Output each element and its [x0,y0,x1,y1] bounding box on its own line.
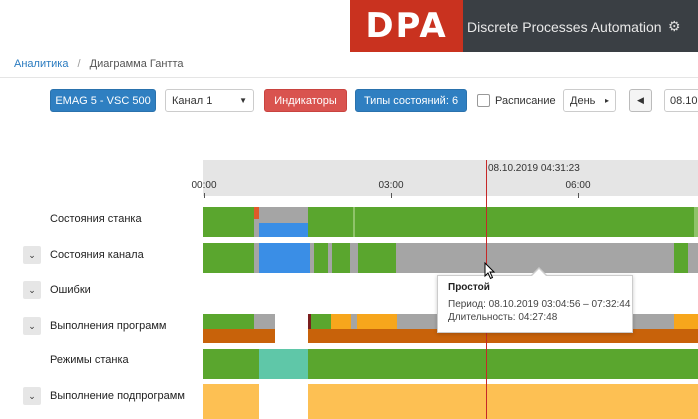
chevron-down-icon: ⌄ [28,320,36,331]
date-input[interactable]: 08.10. [664,89,698,112]
chevron-down-icon: ⌄ [28,390,36,401]
gantt-segment[interactable] [308,314,311,329]
top-bar: DPA Discrete Processes Automation ⚙ [0,0,698,52]
brand-area: DPA Discrete Processes Automation ⚙ [350,0,698,52]
row-label-program-execution: Выполнения программ [50,320,167,332]
brand-title: Discrete Processes Automation [467,19,662,35]
gantt-segment[interactable] [674,314,698,329]
row-label-subprogram-execution: Выполнение подпрограмм [50,390,185,402]
gantt-segment[interactable] [311,314,331,329]
gantt-segment[interactable] [314,243,328,273]
chevron-down-icon: ⌄ [28,249,36,260]
gantt-segment[interactable] [254,314,275,329]
gantt-segment[interactable] [328,243,332,273]
period-select[interactable]: День ▸ [563,89,616,112]
gantt-segment[interactable] [358,243,396,273]
tooltip-period: Период: 08.10.2019 03:04:56 – 07:32:44 [448,299,631,310]
gantt-segment [694,207,698,237]
gantt-segment[interactable] [310,243,314,273]
gantt-segment[interactable] [259,223,308,237]
breadcrumb-current: Диаграмма Гантта [89,58,184,70]
mouse-pointer-icon [484,262,496,280]
expand-errors-toggle[interactable]: ⌄ [23,281,41,299]
gantt-segment[interactable] [203,384,259,419]
indicators-button[interactable]: Индикаторы [264,89,347,112]
expand-channel-states-toggle[interactable]: ⌄ [23,246,41,264]
gantt-segment[interactable] [203,207,254,237]
period-select-value: День [570,94,596,107]
tooltip-arrow-inner [532,269,546,276]
tick-label: 06:00 [565,180,591,191]
logo-text: DPA [365,6,448,46]
gantt-segment[interactable] [203,329,275,343]
gantt-segment[interactable] [331,314,351,329]
tick-mark [578,193,579,198]
gantt-segment[interactable] [332,243,350,273]
gantt-segment[interactable] [203,349,259,379]
logo[interactable]: DPA [350,0,463,52]
tooltip-title: Простой [448,282,490,293]
schedule-checkbox[interactable] [477,94,490,107]
row-label-machine-modes: Режимы станка [50,354,129,366]
gear-icon[interactable]: ⚙ [668,18,681,34]
gantt-segment[interactable] [254,207,259,219]
prev-date-button[interactable]: ◀ [629,89,652,112]
gantt-segment[interactable] [688,243,698,273]
machine-select-button[interactable]: EMAG 5 - VSC 500 [50,89,156,112]
row-label-errors: Ошибки [50,284,91,296]
gantt-segment[interactable] [308,207,698,237]
gantt-segment[interactable] [308,384,698,419]
gantt-segment[interactable] [351,314,357,329]
channel-select-value: Канал 1 [172,94,213,107]
gantt-segment[interactable] [259,207,308,223]
gantt-segment[interactable] [259,349,308,379]
gantt-segment [353,207,355,237]
chevron-right-icon: ▸ [604,96,609,105]
gantt-segment[interactable] [308,349,698,379]
breadcrumb-analytics-link[interactable]: Аналитика [14,58,69,70]
tick-label: 00:00 [191,180,217,191]
timeline-header [203,160,698,196]
gantt-segment[interactable] [357,314,397,329]
tooltip-duration: Длительность: 04:27:48 [448,312,558,323]
segment-tooltip: Простой Период: 08.10.2019 03:04:56 – 07… [437,275,633,333]
breadcrumb: Аналитика / Диаграмма Гантта [14,58,184,70]
row-label-channel-states: Состояния канала [50,249,144,261]
tick-label: 03:00 [378,180,404,191]
gantt-segment[interactable] [674,243,688,273]
gantt-segment[interactable] [259,243,310,273]
divider [0,77,698,78]
schedule-label: Расписание [495,95,556,107]
cursor-timestamp: 08.10.2019 04:31:23 [488,163,580,174]
gantt-segment[interactable] [350,243,358,273]
tick-mark [391,193,392,198]
expand-programs-toggle[interactable]: ⌄ [23,317,41,335]
chevron-down-icon: ▼ [239,96,247,105]
gantt-segment[interactable] [203,243,254,273]
channel-select[interactable]: Канал 1 ▼ [165,89,254,112]
state-types-button[interactable]: Типы состояний: 6 [355,89,467,112]
gantt-segment[interactable] [203,314,254,329]
gantt-segment[interactable] [254,219,259,237]
expand-subprograms-toggle[interactable]: ⌄ [23,387,41,405]
breadcrumb-separator: / [77,58,81,70]
tick-mark [204,193,205,198]
row-label-machine-states: Состояния станка [50,213,142,225]
chevron-down-icon: ⌄ [28,284,36,295]
chevron-left-icon: ◀ [637,95,644,105]
gantt-segment[interactable] [254,243,259,273]
